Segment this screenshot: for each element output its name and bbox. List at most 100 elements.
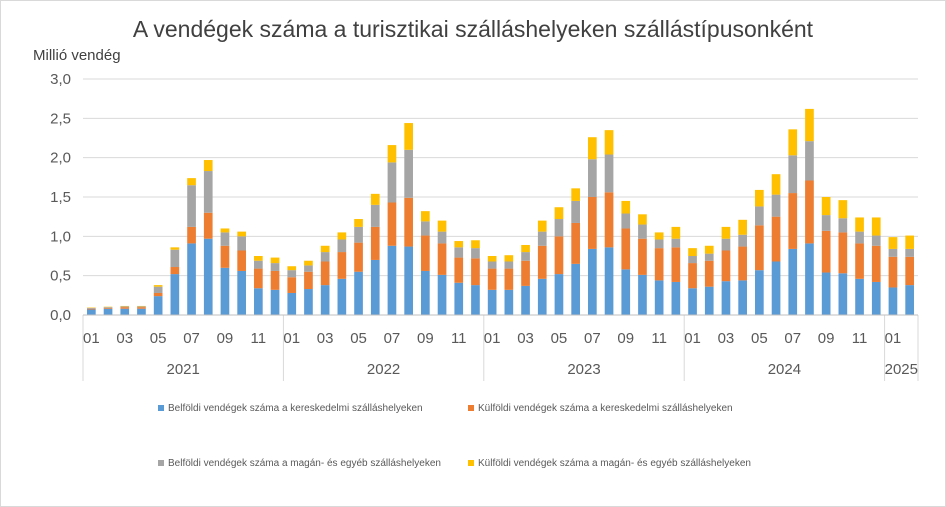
bar-series-3 [571,200,580,223]
x-tick-label: 07 [584,330,601,347]
bar-series-1 [537,278,547,315]
bar-series-3 [254,260,263,269]
bar-series-1 [688,288,697,315]
bar-series-4 [888,237,898,249]
bar-series-3 [287,270,297,278]
bar-series-1 [337,278,347,315]
bar-series-2 [370,226,380,260]
bar-series-2 [671,247,681,282]
x-tick-label: 11 [451,330,467,347]
bar-series-3 [638,224,647,239]
x-tick-label: 03 [517,330,534,347]
bar-series-1 [855,278,864,315]
bar-series-4 [604,130,614,155]
y-tick-label: 0,0 [50,307,71,324]
bar-series-2 [604,192,614,248]
bar-series-2 [187,226,196,244]
bar-series-1 [187,243,196,315]
bar-series-1 [621,269,631,315]
legend-swatch [158,405,164,412]
bar-series-3 [237,236,246,251]
bar-series-4 [270,257,280,264]
bar-series-1 [671,281,681,315]
bar-series-4 [654,232,664,240]
bar-series-4 [304,260,313,266]
bar-series-4 [320,245,330,253]
bar-series-4 [521,244,530,253]
bar-series-3 [354,226,363,243]
bar-series-2 [471,258,480,286]
y-tick-label: 1,5 [50,189,71,206]
bar-series-4 [671,226,681,239]
bar-series-4 [287,266,297,271]
x-tick-label: 09 [818,330,835,347]
x-tick-label: 01 [283,330,300,347]
bar-series-1 [170,274,180,315]
legend-item-series-4: Külföldi vendégek száma a magán- és egyé… [468,458,751,469]
bar-series-1 [588,248,597,315]
bar-series-1 [153,296,163,315]
y-tick-label: 3,0 [50,71,71,88]
bar-series-3 [738,234,747,247]
bar-series-2 [855,243,864,279]
bar-series-1 [370,259,380,315]
bar-series-4 [370,193,380,205]
chart-title: A vendégek száma a turisztikai szálláshe… [132,16,814,42]
x-tick-label: 09 [617,330,634,347]
bar-series-1 [103,308,113,315]
bar-series-4 [855,217,864,232]
bar-series-4 [254,256,263,261]
bar-series-4 [788,129,798,156]
bar-series-2 [788,193,798,249]
bar-series-4 [537,220,547,232]
bar-series-4 [337,232,347,240]
bar-series-1 [421,270,430,315]
bar-series-1 [771,261,781,315]
x-tick-label: 01 [885,330,902,347]
bar-series-2 [137,307,146,309]
x-tick-label: 01 [484,330,501,347]
bar-series-3 [871,235,881,246]
bar-series-4 [771,174,781,195]
bar-series-1 [387,245,397,315]
bar-series-2 [120,307,130,309]
bar-series-4 [354,219,363,227]
bar-series-1 [805,243,814,315]
bar-series-1 [254,288,263,315]
legend-label: Belföldi vendégek száma a magán- és egyé… [168,458,441,469]
bar-series-4 [187,178,196,186]
bar-series-1 [704,286,714,315]
bar-series-2 [220,245,230,268]
bar-series-3 [304,265,313,272]
legend-swatch [468,460,474,467]
bar-series-2 [320,261,330,286]
bar-series-2 [821,230,831,273]
bar-series-3 [337,239,347,253]
bar-series-3 [604,154,614,193]
bar-series-4 [421,211,430,222]
legend-swatch [468,405,474,412]
bar-series-2 [537,245,547,279]
bar-series-3 [120,306,130,308]
bar-series-3 [855,231,864,244]
bar-series-4 [504,255,514,262]
bar-series-3 [838,218,848,233]
year-label: 2025 [885,361,918,378]
bar-series-4 [170,247,180,250]
bar-series-2 [421,235,430,271]
bar-series-3 [203,171,213,213]
legend-label: Külföldi vendégek száma a magán- és egyé… [478,458,751,469]
bar-series-1 [237,270,246,315]
bar-series-3 [487,261,497,269]
legend-item-series-2: Külföldi vendégek száma a kereskedelmi s… [468,403,733,414]
bar-series-1 [755,270,764,315]
bar-series-3 [387,162,397,203]
bar-series-1 [838,273,848,315]
bar-series-3 [320,252,330,262]
bar-series-4 [588,137,597,160]
bar-series-2 [721,250,731,282]
bar-series-2 [805,180,814,244]
bar-series-4 [220,228,230,233]
bar-series-2 [103,307,113,309]
bar-series-3 [103,307,113,308]
